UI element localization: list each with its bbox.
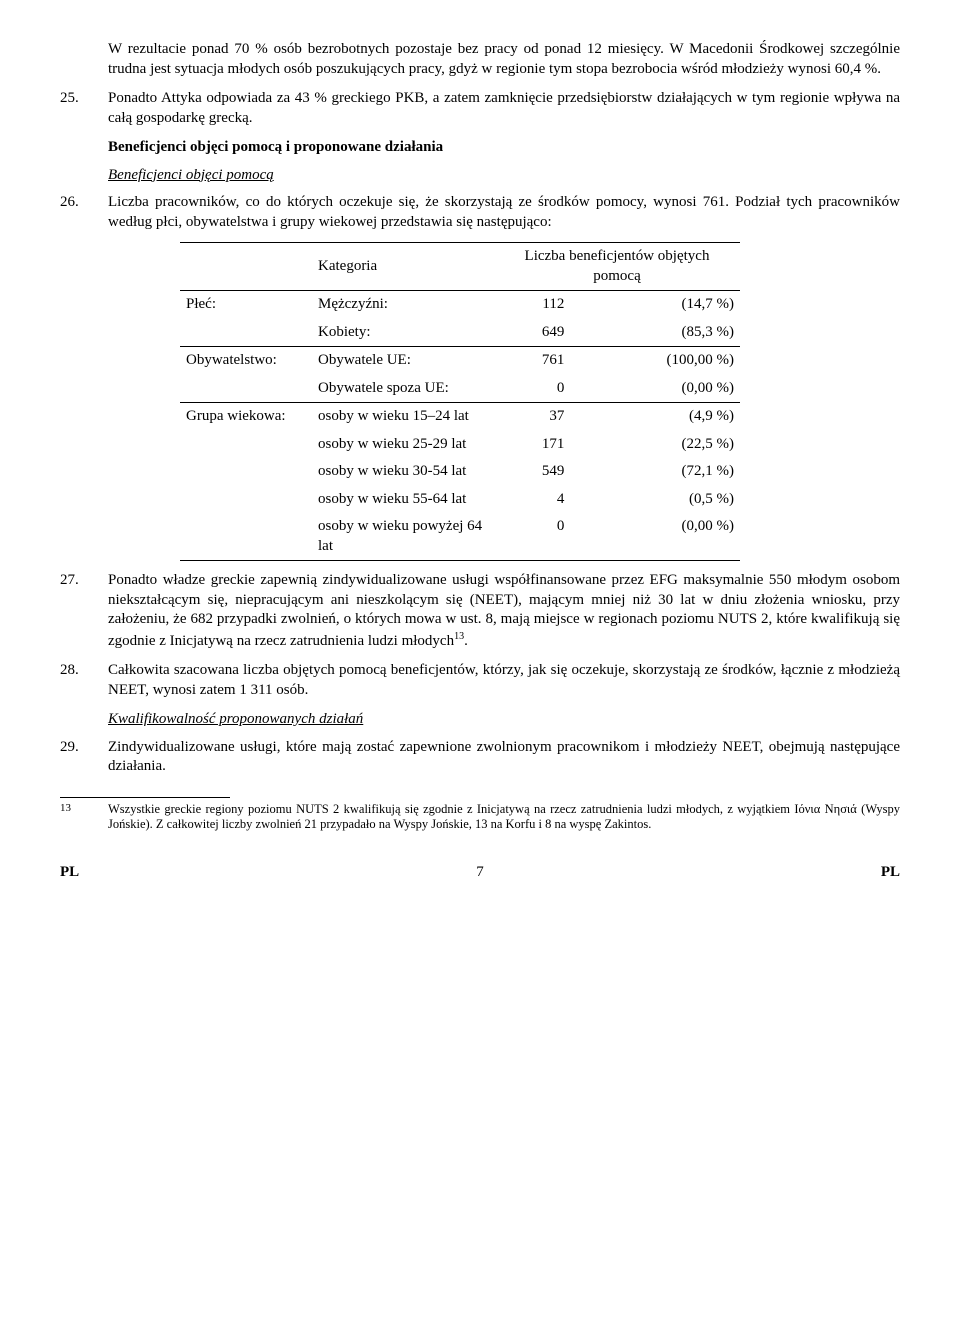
paragraph-28: 28. Całkowita szacowana liczba objętych …	[60, 661, 900, 700]
table-cell-percent: (0,5 %)	[574, 486, 740, 514]
table-row: Obywatelstwo:Obywatele UE:761(100,00 %)	[180, 347, 740, 375]
table-cell-percent: (100,00 %)	[574, 347, 740, 375]
table-cell-label: Mężczyźni:	[312, 291, 494, 319]
table-cell-percent: (22,5 %)	[574, 431, 740, 459]
paragraph-number: 29.	[60, 738, 108, 777]
paragraph-number-empty	[60, 40, 108, 79]
table-cell-percent: (4,9 %)	[574, 403, 740, 431]
paragraph-text-b: .	[464, 633, 468, 649]
table-cell-group: Grupa wiekowa:	[180, 403, 312, 431]
footnote-body: Wszystkie greckie regiony poziomu NUTS 2…	[108, 802, 900, 833]
table-header-category: Kategoria	[312, 243, 494, 291]
table-cell-count: 0	[494, 513, 574, 561]
table-row: osoby w wieku 30-54 lat549(72,1 %)	[180, 458, 740, 486]
table-cell-group	[180, 319, 312, 347]
table-cell-count: 649	[494, 319, 574, 347]
paragraph-number: 25.	[60, 89, 108, 128]
table-cell-group: Płeć:	[180, 291, 312, 319]
table-cell-percent: (72,1 %)	[574, 458, 740, 486]
table-cell-percent: (0,00 %)	[574, 375, 740, 403]
footnote-ref: 13	[454, 631, 464, 642]
paragraph-body: Całkowita szacowana liczba objętych pomo…	[108, 661, 900, 700]
table-cell-count: 171	[494, 431, 574, 459]
page-footer: PL 7 PL	[60, 863, 900, 883]
table-cell-count: 112	[494, 291, 574, 319]
footnote-separator	[60, 797, 230, 798]
table-cell-percent: (14,7 %)	[574, 291, 740, 319]
table-cell-group	[180, 513, 312, 561]
table-cell-label: osoby w wieku 25-29 lat	[312, 431, 494, 459]
footnote-13: 13 Wszystkie greckie regiony poziomu NUT…	[60, 802, 900, 833]
paragraph-27: 27. Ponadto władze greckie zapewnią zind…	[60, 571, 900, 651]
table-cell-group	[180, 458, 312, 486]
paragraph-text-a: Ponadto władze greckie zapewnią zindywid…	[108, 572, 900, 649]
paragraph-body: Zindywidualizowane usługi, które mają zo…	[108, 738, 900, 777]
section-subheading: Beneficjenci objęci pomocą	[108, 166, 900, 186]
section-heading: Beneficjenci objęci pomocą i proponowane…	[108, 138, 900, 158]
paragraph-body: Ponadto Attyka odpowiada za 43 % greckie…	[108, 89, 900, 128]
table-row: osoby w wieku 55-64 lat4(0,5 %)	[180, 486, 740, 514]
table-cell-label: osoby w wieku 30-54 lat	[312, 458, 494, 486]
table-cell-label: osoby w wieku 15–24 lat	[312, 403, 494, 431]
table-cell-group: Obywatelstwo:	[180, 347, 312, 375]
paragraph-number: 26.	[60, 193, 108, 232]
paragraph-29: 29. Zindywidualizowane usługi, które maj…	[60, 738, 900, 777]
table-cell-label: Kobiety:	[312, 319, 494, 347]
paragraph-body: Ponadto władze greckie zapewnią zindywid…	[108, 571, 900, 651]
table-cell-label: Obywatele spoza UE:	[312, 375, 494, 403]
table-cell-count: 4	[494, 486, 574, 514]
table-header-empty	[180, 243, 312, 291]
table-cell-percent: (0,00 %)	[574, 513, 740, 561]
section-subheading: Kwalifikowalność proponowanych działań	[108, 710, 900, 730]
table-cell-count: 549	[494, 458, 574, 486]
paragraph-body: W rezultacie ponad 70 % osób bezrobotnyc…	[108, 40, 900, 79]
table-cell-count: 37	[494, 403, 574, 431]
table-cell-label: Obywatele UE:	[312, 347, 494, 375]
table-cell-group	[180, 375, 312, 403]
table-row: Grupa wiekowa:osoby w wieku 15–24 lat37(…	[180, 403, 740, 431]
beneficiaries-table: Kategoria Liczba beneficjentów objętych …	[180, 242, 740, 561]
table-header-count: Liczba beneficjentów objętych pomocą	[494, 243, 740, 291]
table-cell-label: osoby w wieku powyżej 64 lat	[312, 513, 494, 561]
table-cell-count: 761	[494, 347, 574, 375]
table-row: Płeć:Mężczyźni:112(14,7 %)	[180, 291, 740, 319]
table-cell-label: osoby w wieku 55-64 lat	[312, 486, 494, 514]
table-cell-count: 0	[494, 375, 574, 403]
paragraph-number: 27.	[60, 571, 108, 651]
paragraph-number: 28.	[60, 661, 108, 700]
table-row: Obywatele spoza UE:0(0,00 %)	[180, 375, 740, 403]
paragraph-25: 25. Ponadto Attyka odpowiada za 43 % gre…	[60, 89, 900, 128]
paragraph-26: 26. Liczba pracowników, co do których oc…	[60, 193, 900, 232]
table-row: osoby w wieku 25-29 lat171(22,5 %)	[180, 431, 740, 459]
paragraph-intro: W rezultacie ponad 70 % osób bezrobotnyc…	[60, 40, 900, 79]
footer-right: PL	[860, 863, 900, 883]
footnote-number: 13	[60, 802, 108, 833]
table-row: Kobiety:649(85,3 %)	[180, 319, 740, 347]
footer-left: PL	[60, 863, 100, 883]
footer-page-number: 7	[100, 863, 860, 883]
paragraph-body: Liczba pracowników, co do których oczeku…	[108, 193, 900, 232]
table-cell-group	[180, 431, 312, 459]
table-cell-percent: (85,3 %)	[574, 319, 740, 347]
table-cell-group	[180, 486, 312, 514]
table-row: osoby w wieku powyżej 64 lat0(0,00 %)	[180, 513, 740, 561]
